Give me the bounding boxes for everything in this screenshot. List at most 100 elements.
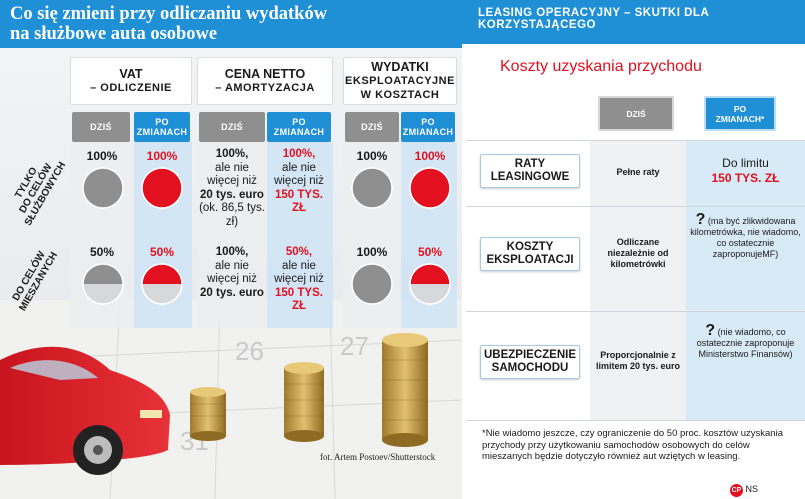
vat-after-value: 100% [146,149,178,163]
row-divider [466,206,805,207]
photo-credit: fot. Artem Postoev/Shutterstock [320,452,436,462]
sub-header-after: PO ZMIANACH [401,112,455,142]
amort-bold: 50%, [285,246,313,258]
amort-limit: 150 TYS. ZŁ [275,188,323,215]
sub-line: ZMIANACH [402,127,454,137]
header-line: EKSPLOATACYJNE [345,75,455,87]
sub-line: ZMIANACH [273,127,325,137]
pie-fill [352,264,392,304]
row-divider [466,311,805,312]
question-mark: ? [705,322,716,339]
left-panel: 26 27 31 Co się zmieni przy odliczaniu wyd… [0,0,462,499]
column-bg [686,140,805,420]
sub-header-now: DZIŚ [199,112,265,142]
expenses-after-value: 100% [414,149,446,163]
row-label-business-only: TYLKO DO CELÓW SŁUŻBOWYCH [2,146,71,232]
pie-fill [142,264,182,284]
sub-header-after: PO ZMIANACH [134,112,190,142]
row-label-line: KOSZTY [506,241,554,253]
amort-text: ale nie więcej niż [207,259,257,286]
operating-costs-after: ? (ma być zlikwidowana kilometrówka, nie… [690,211,801,260]
after-text: Do limitu [722,156,769,170]
amortization-now-row2: 100%, ale nie więcej niż 20 tys. euro [199,246,265,300]
row-label-line: EKSPLOATACJI [486,254,574,266]
right-title: LEASING OPERACYJNY – SKUTKI DLA KORZYSTA… [462,0,805,44]
header-line: WYDATKI [371,60,429,74]
amortization-after-row2: 50%, ale nie więcej niż 150 TYS. ZŁ [267,246,331,314]
pie-ring [409,263,451,305]
vat-after-value: 50% [149,245,175,259]
pie-vat-after-row2 [141,263,183,305]
expenses-after-value: 50% [417,245,443,259]
leasing-installments-now: Pełne raty [616,167,660,177]
after-limit: 150 TYS. ZŁ [711,171,780,185]
title-line: Co się zmieni przy odliczaniu wydatków [10,4,328,24]
title-line: KORZYSTAJĄCEGO [478,19,596,31]
amort-note: (ok. 86,5 tys. zł) [199,202,265,228]
amort-bold: 100%, [215,246,249,258]
pie-expenses-after-row2 [409,263,451,305]
column-header-vat: VAT – ODLICZENIE [70,57,192,105]
vat-now-value: 50% [89,245,115,259]
row-label-line: SAMOCHODU [491,362,569,374]
signature-text: NS [745,484,759,494]
pie-ring [351,167,393,209]
vat-now-value: 100% [86,149,118,163]
publisher-logo-icon: CP [730,484,743,497]
sub-header-now: DZIŚ [72,112,130,142]
amort-text: ale nie więcej niż [274,161,324,188]
pie-expenses-now-row1 [351,167,393,209]
sub-line: PO [292,117,306,127]
amort-limit: 20 tys. euro [200,286,264,299]
sub-line: PO [421,117,435,127]
pie-fill [83,168,123,208]
pie-ring [351,263,393,305]
svg-text:27: 27 [340,331,369,361]
question-mark: ? [695,211,706,228]
sub-line: PO [155,117,169,127]
title-line: na służbowe auta osobowe [10,24,218,44]
pie-fill [410,264,450,284]
header-line: – ODLICZENIE [90,82,172,94]
pie-fill [142,168,182,208]
header-line: VAT [119,67,143,81]
expenses-now-value: 100% [356,149,388,163]
sub-header-after: PO ZMIANACH [267,112,331,142]
after-text: (nie wiadomo, co ostatecznie zaproponuje… [696,327,795,359]
amort-bold: 100%, [282,148,316,160]
amort-text: ale nie więcej niż [207,161,257,188]
pie-ring [409,167,451,209]
column-bg [590,140,686,420]
pie-vat-now-row2 [82,263,124,305]
header-line: W KOSZTACH [360,89,440,101]
amortization-after-row1: 100%, ale nie więcej niż 150 TYS. ZŁ [267,148,331,216]
amort-bold: 100%, [215,148,249,160]
column-header-amortization: CENA NETTO – AMORTYZACJA [197,57,333,105]
row-label-leasing-installments: RATY LEASINGOWE [480,154,580,188]
signature: CP NS [730,484,758,497]
pie-vat-now-row1 [82,167,124,209]
column-header-expenses: WYDATKI EKSPLOATACYJNE W KOSZTACH [343,57,457,105]
amort-text: ale nie więcej niż [274,259,324,286]
sub-line: ZMIANACH [136,127,188,137]
leasing-installments-after: Do limitu 150 TYS. ZŁ [690,156,801,186]
svg-text:26: 26 [235,336,264,366]
amort-limit: 150 TYS. ZŁ [275,286,323,313]
footnote: *Nie wiadomo jeszcze, czy ograniczenie d… [482,428,783,462]
header-line: – AMORTYZACJA [215,82,315,94]
row-label-line: RATY [514,158,546,170]
car-insurance-after: ? (nie wiadomo, co ostatecznie zaproponu… [690,322,801,360]
row-divider [466,420,805,421]
sub-line: ZMIANACH* [715,113,765,124]
right-subtitle: Koszty uzyskania przychodu [500,58,702,75]
pie-ring [82,167,124,209]
title-line: LEASING OPERACYJNY – SKUTKI DLA [478,7,710,19]
column-bg [267,142,333,328]
pie-ring [141,167,183,209]
row-label-line: LEASINGOWE [490,171,570,183]
amortization-now-row1: 100%, ale nie więcej niż 20 tys. euro (o… [199,148,265,229]
pie-fill [352,168,392,208]
amort-limit: 20 tys. euro [200,188,264,201]
row-divider [466,140,805,141]
sub-header-now: DZIŚ [345,112,399,142]
